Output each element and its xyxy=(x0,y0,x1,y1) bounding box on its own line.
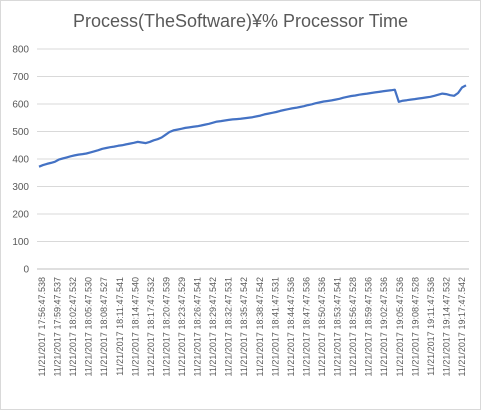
y-axis-tick-labels: 0 100 200 300 400 500 600 700 800 xyxy=(12,45,29,276)
x-tick-label: 11/21/2017 19:14:47.532 xyxy=(441,277,451,376)
x-tick-label: 11/21/2017 18:26:47.541 xyxy=(193,277,203,376)
y-tick-label: 100 xyxy=(12,237,29,248)
x-tick-label: 11/21/2017 18:08:47.527 xyxy=(99,277,109,376)
x-axis-tick-labels: 11/21/2017 17:56:47.538 11/21/2017 17:59:… xyxy=(37,277,467,376)
x-tick-label: 11/21/2017 18:11:47.541 xyxy=(115,277,125,376)
y-tick-label: 300 xyxy=(12,182,29,193)
y-tick-label: 0 xyxy=(23,265,29,276)
y-tick-label: 500 xyxy=(12,127,29,138)
x-tick-label: 11/21/2017 18:29:47.542 xyxy=(208,277,218,376)
chart-title: Process(TheSoftware)¥% Processor Time xyxy=(72,11,409,31)
x-tick-label: 11/21/2017 18:47:47.536 xyxy=(301,277,311,376)
x-tick-label: 11/21/2017 19:05:47.536 xyxy=(395,277,405,376)
x-tick-label: 11/21/2017 18:44:47.536 xyxy=(286,277,296,376)
y-tick-label: 700 xyxy=(12,72,29,83)
x-tick-label: 11/21/2017 18:41:47.531 xyxy=(270,277,280,376)
x-tick-label: 11/21/2017 18:14:47.540 xyxy=(130,277,140,376)
y-tick-label: 400 xyxy=(12,155,29,166)
x-tick-label: 11/21/2017 18:38:47.542 xyxy=(255,277,265,376)
x-tick-label: 11/21/2017 18:05:47.530 xyxy=(84,277,94,376)
x-tick-label: 11/21/2017 18:59:47.536 xyxy=(364,277,374,376)
x-tick-label: 11/21/2017 18:35:47.542 xyxy=(239,277,249,376)
y-tick-label: 200 xyxy=(12,210,29,221)
x-tick-label: 11/21/2017 18:53:47.541 xyxy=(333,277,343,376)
x-tick-label: 11/21/2017 19:17:47.542 xyxy=(457,277,467,376)
x-tick-label: 11/21/2017 18:23:47.529 xyxy=(177,277,187,376)
x-tick-label: 11/21/2017 19:11:47.536 xyxy=(426,277,436,376)
y-tick-label: 800 xyxy=(12,45,29,56)
series-line xyxy=(38,84,467,168)
x-tick-label: 11/21/2017 19:02:47.536 xyxy=(379,277,389,376)
gridlines xyxy=(37,48,469,242)
x-tick-label: 11/21/2017 18:17:47.532 xyxy=(146,277,156,376)
x-tick-label: 11/21/2017 17:56:47.538 xyxy=(37,277,47,376)
x-tick-label: 11/21/2017 18:02:47.532 xyxy=(68,277,78,376)
y-tick-label: 600 xyxy=(12,100,29,111)
series-group xyxy=(38,84,467,168)
x-tick-label: 11/21/2017 18:50:47.536 xyxy=(317,277,327,376)
x-tick-label: 11/21/2017 18:56:47.528 xyxy=(348,277,358,376)
x-tick-label: 11/21/2017 17:59:47.537 xyxy=(53,277,63,376)
x-tick-label: 11/21/2017 19:08:47.528 xyxy=(410,277,420,376)
x-tick-label: 11/21/2017 18:20:47.539 xyxy=(161,277,171,376)
x-tick-label: 11/21/2017 18:32:47.531 xyxy=(224,277,234,376)
